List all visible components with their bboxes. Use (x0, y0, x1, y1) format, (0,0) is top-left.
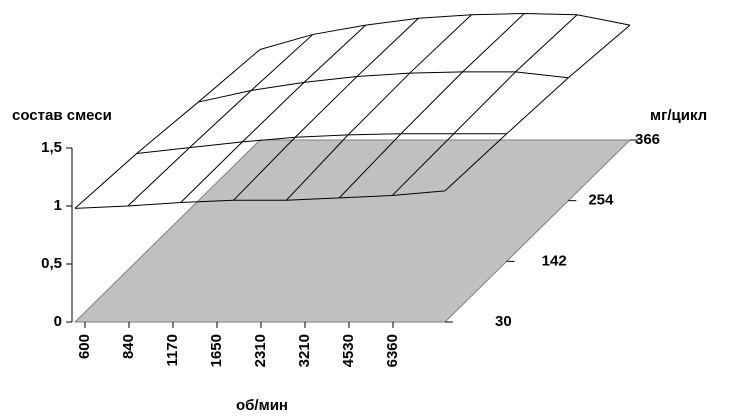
x-axis-title: об/мин (236, 397, 288, 414)
y-tick-label: 30 (495, 313, 512, 330)
surface-column (127, 34, 314, 207)
z-axis-title: состав смеси (12, 107, 112, 124)
surface-column (338, 13, 525, 199)
surface-row (198, 71, 569, 103)
surface-column (444, 24, 631, 192)
x-tick-label: 600 (76, 334, 93, 359)
y-axis-title: мг/цикл (650, 107, 707, 124)
z-tick-label: 1,5 (41, 139, 62, 156)
x-tick-label: 1650 (208, 334, 225, 367)
y-tick-label: 142 (542, 252, 567, 269)
surface-row (259, 13, 631, 51)
x-tick-label: 3210 (296, 334, 313, 367)
surface-row (136, 133, 507, 154)
x-tick-label: 4530 (340, 334, 357, 367)
surface-column (391, 14, 578, 196)
x-tick-label: 1170 (164, 334, 181, 367)
y-tick-label: 366 (635, 131, 660, 148)
y-tick-label: 254 (588, 192, 614, 209)
surface-column (180, 24, 367, 203)
x-tick-label: 6360 (384, 334, 401, 367)
x-tick-label: 2310 (252, 334, 269, 367)
surface-column (286, 14, 472, 201)
surface-row (74, 190, 446, 209)
floor (73, 139, 632, 323)
z-tick-label: 1 (54, 197, 62, 214)
surface-column (233, 17, 419, 201)
surface-column (74, 49, 261, 209)
x-tick-label: 840 (120, 334, 137, 359)
z-tick-label: 0,5 (41, 255, 62, 272)
z-tick-label: 0 (54, 313, 62, 330)
